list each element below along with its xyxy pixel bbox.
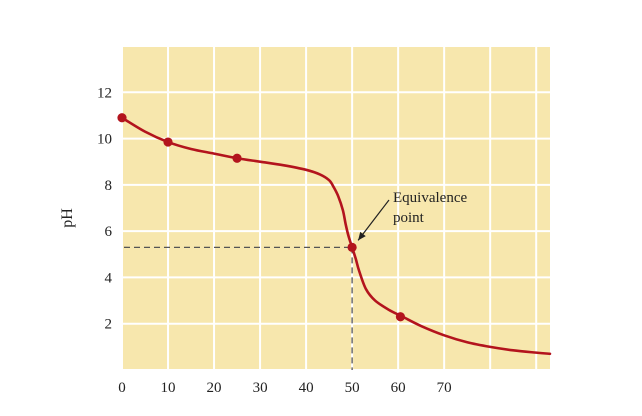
- grid-lines: [121, 45, 550, 371]
- y-tick-label: 8: [105, 178, 113, 194]
- annotation-arrow-line: [357, 199, 390, 241]
- equivalence-annotation: Equivalence point: [357, 190, 467, 241]
- y-tick-label: 10: [97, 132, 112, 148]
- x-tick-label: 60: [391, 380, 406, 396]
- data-point-marker: [347, 242, 357, 252]
- x-tick-label: 70: [437, 380, 452, 396]
- annotation-label-line1: Equivalence: [393, 190, 467, 206]
- x-tick-label: 50: [345, 380, 360, 396]
- data-point-marker: [395, 312, 406, 322]
- x-tick-label: 20: [207, 380, 222, 396]
- annotation-arrow-head: [358, 231, 366, 241]
- x-tick-label: 10: [161, 380, 176, 396]
- x-tick-labels: 0 10 20 30 40 50 60 70: [118, 380, 451, 396]
- y-tick-label: 2: [105, 317, 113, 333]
- y-tick-label: 12: [97, 85, 112, 101]
- y-axis-label: pH: [59, 208, 76, 228]
- data-point-marker: [117, 113, 127, 123]
- y-tick-label: 4: [105, 270, 113, 286]
- data-markers: [117, 113, 406, 322]
- y-tick-labels: 2 4 6 8 10 12: [97, 85, 113, 332]
- annotation-label-line2: point: [393, 210, 425, 226]
- x-tick-label: 30: [253, 380, 268, 396]
- x-tick-label: 0: [118, 380, 126, 396]
- y-tick-label: 6: [105, 224, 113, 240]
- equivalence-guides: [124, 246, 353, 370]
- plot-background: [122, 46, 550, 370]
- data-point-marker: [232, 153, 242, 163]
- x-tick-label: 40: [299, 380, 314, 396]
- data-point-marker: [163, 137, 173, 147]
